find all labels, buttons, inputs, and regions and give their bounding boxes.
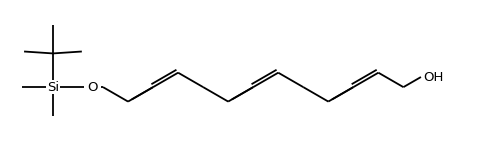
Text: O: O [87, 81, 98, 94]
Text: Si: Si [47, 81, 59, 94]
Text: OH: OH [423, 71, 444, 84]
